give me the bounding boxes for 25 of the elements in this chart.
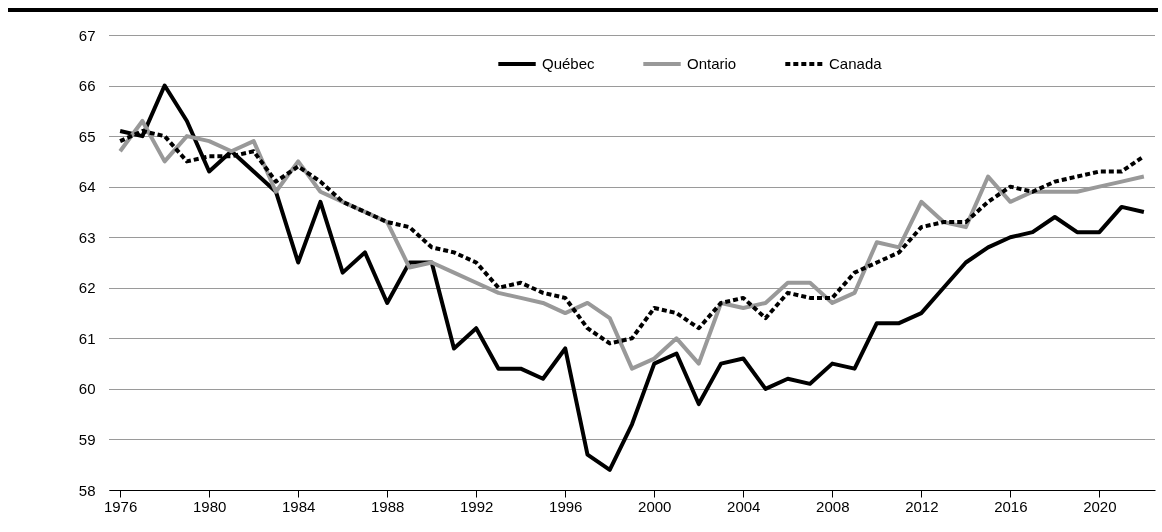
- y-tick-label: 64: [78, 178, 96, 196]
- x-tick-label: 1992: [460, 497, 494, 515]
- y-tick-label: 66: [78, 77, 96, 95]
- y-tick-label: 59: [78, 430, 96, 448]
- x-tick-label: 2020: [1083, 497, 1117, 515]
- x-tick-label: 1988: [371, 497, 405, 515]
- x-tick-label: 1980: [192, 497, 227, 515]
- y-tick-label: 60: [78, 380, 96, 398]
- x-tick-label: 2000: [638, 497, 672, 515]
- y-tick-label: 62: [78, 279, 96, 297]
- y-tick-label: 58: [78, 481, 96, 499]
- x-tick-label: 2004: [727, 497, 761, 515]
- y-tick-label: 67: [78, 26, 96, 44]
- x-tick-label: 1976: [103, 497, 138, 515]
- x-tick-label: 1996: [549, 497, 583, 515]
- x-tick-label: 2008: [816, 497, 850, 515]
- legend-label: Québec: [542, 55, 596, 72]
- x-tick-label: 2016: [994, 497, 1028, 515]
- y-tick-label: 63: [78, 228, 96, 246]
- x-tick-label: 1984: [281, 497, 316, 515]
- y-tick-label: 61: [78, 329, 96, 347]
- y-tick-label: 65: [78, 127, 96, 145]
- x-tick-label: 2012: [905, 497, 939, 515]
- legend-label: Canada: [829, 55, 883, 72]
- legend-label: Ontario: [687, 55, 737, 72]
